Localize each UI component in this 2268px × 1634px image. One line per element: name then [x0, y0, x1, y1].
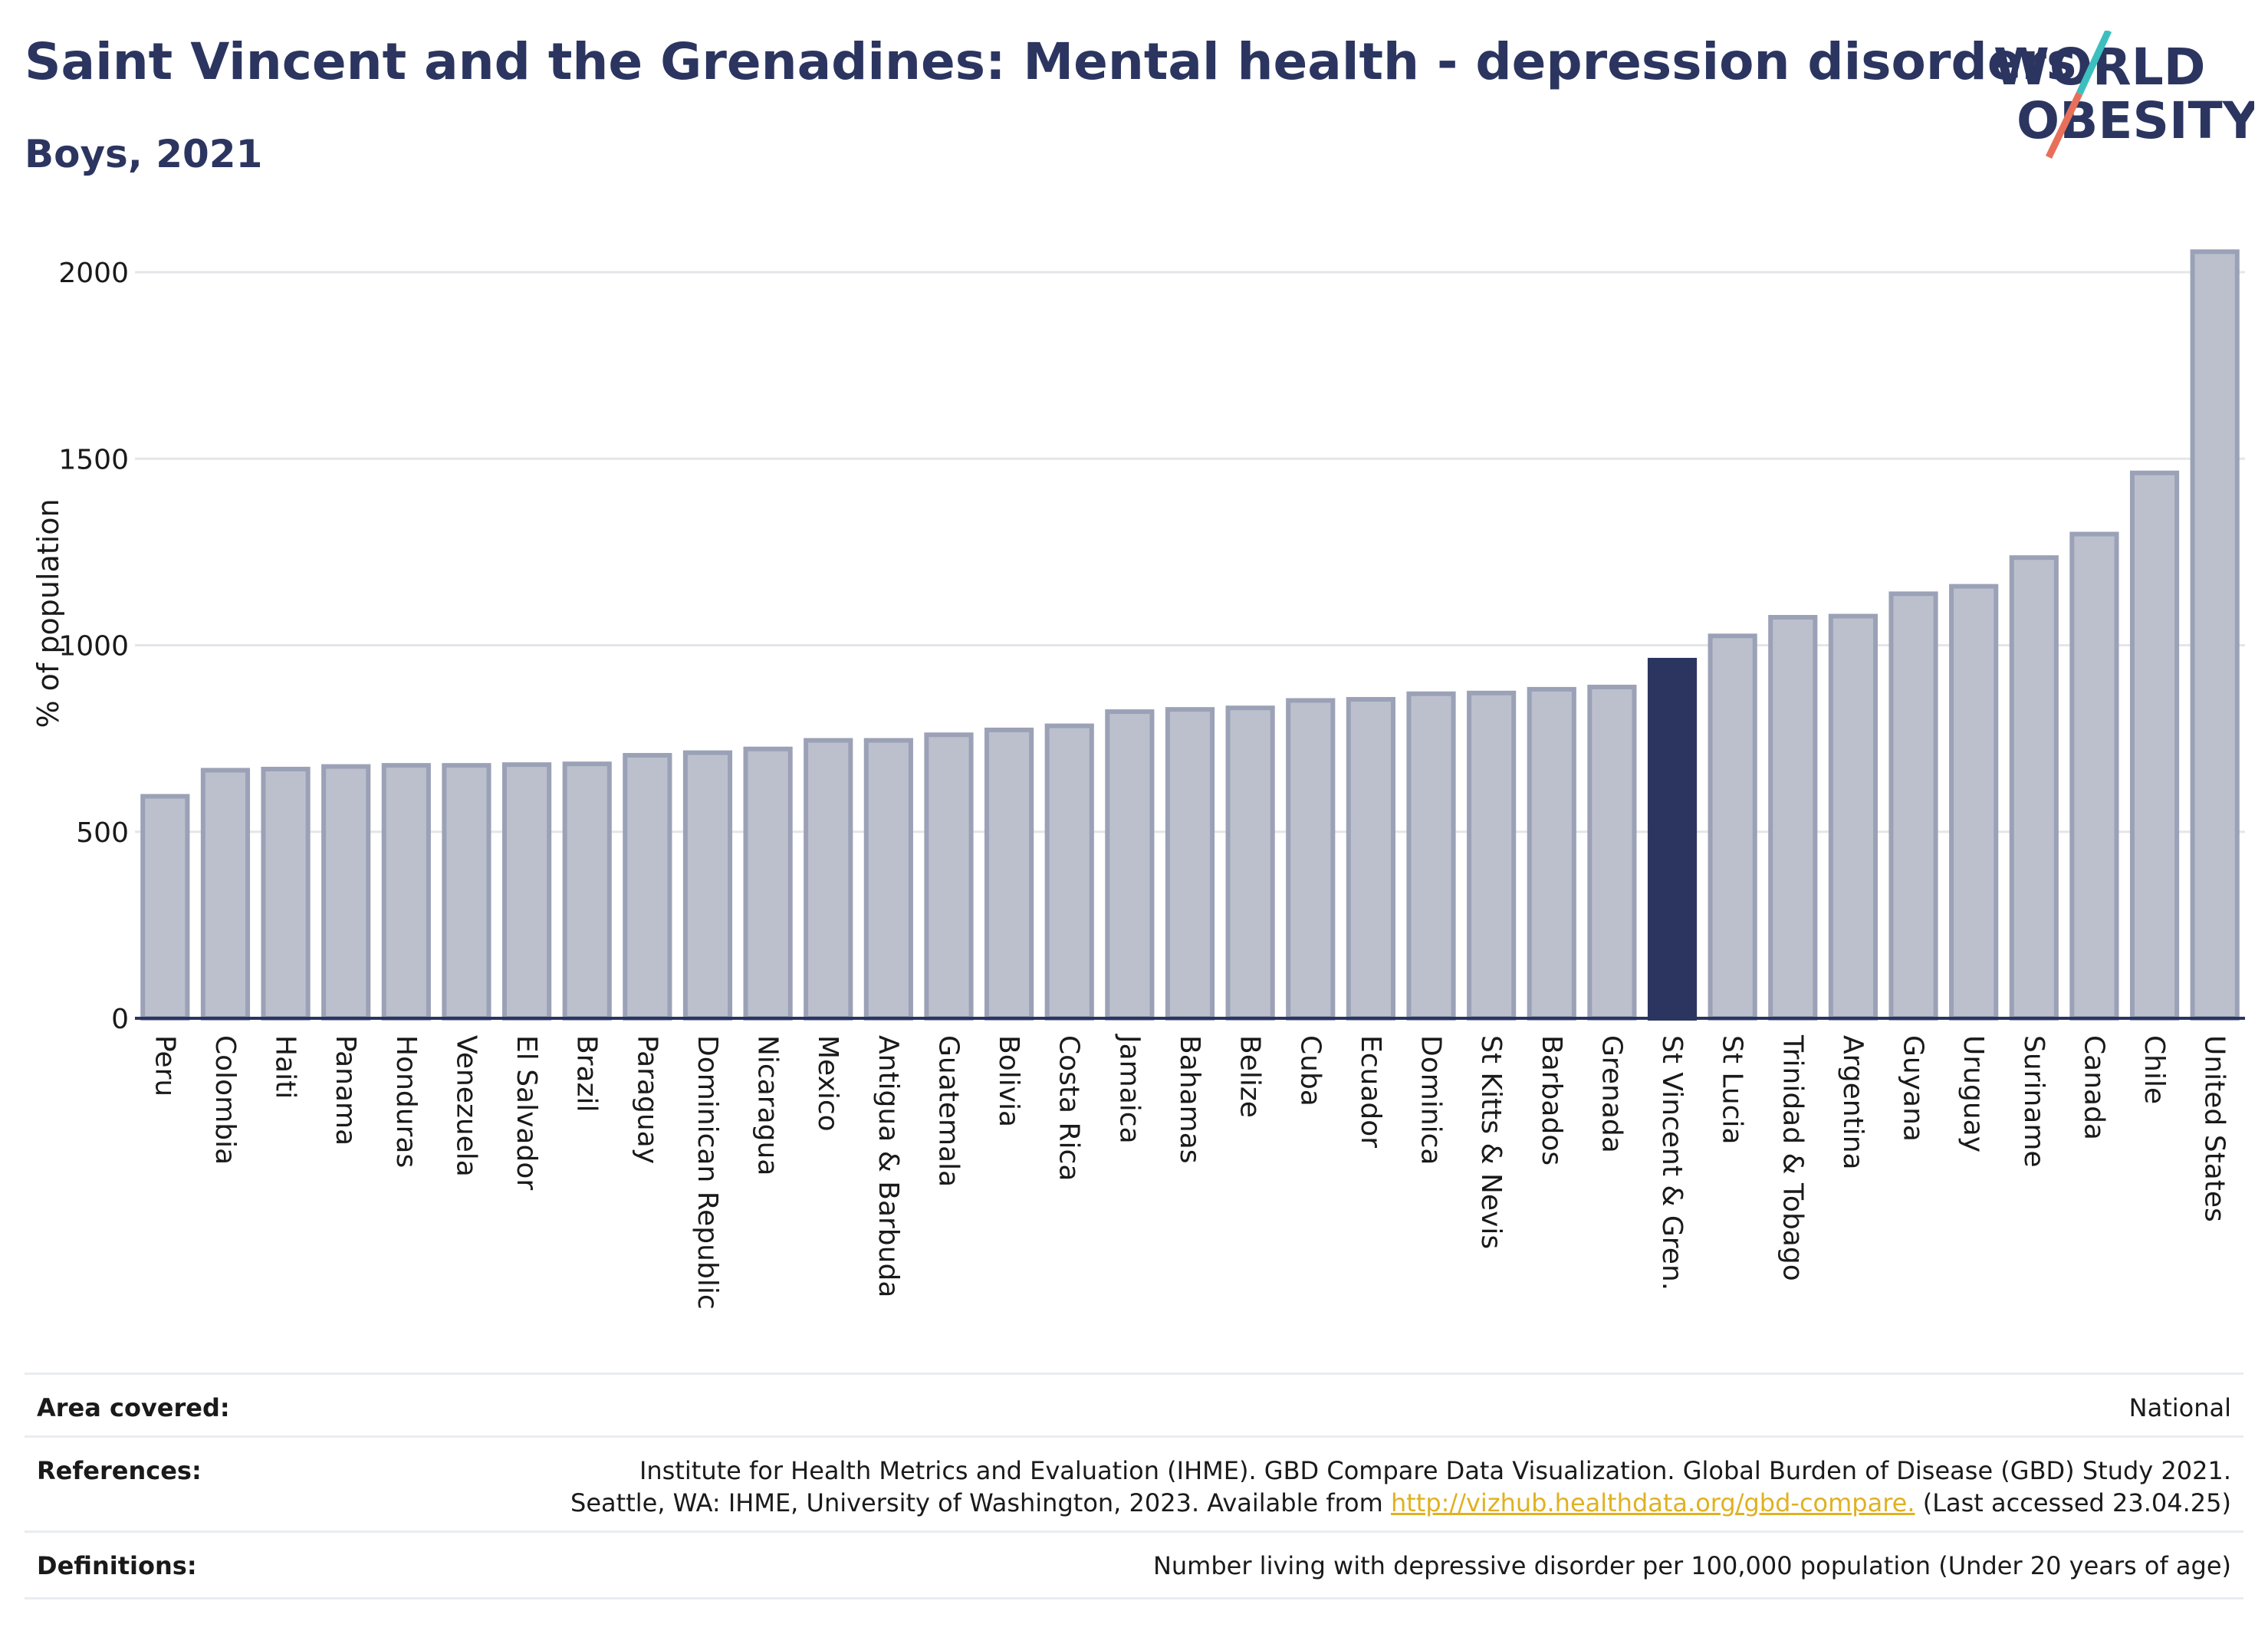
references-link[interactable]: http://vizhub.healthdata.org/gbd-compare…	[1390, 1488, 1915, 1517]
bar	[984, 727, 1034, 1021]
bar	[562, 761, 612, 1021]
x-tick-label: Uruguay	[1957, 1035, 1989, 1152]
bar	[1286, 698, 1336, 1021]
references-line2-post: (Last accessed 23.04.25)	[1915, 1488, 2231, 1517]
x-tick-label: Grenada	[1596, 1035, 1627, 1153]
bar-chart: 0 500 1000 1500 2000 Peru Colombia Haiti Panama…	[31, 249, 2245, 1310]
x-tick-label: Costa Rica	[1053, 1035, 1085, 1181]
chart-subtitle: Boys, 2021	[25, 132, 263, 176]
x-tick-label: Dominica	[1415, 1035, 1447, 1165]
bar	[261, 767, 311, 1021]
bar	[1587, 684, 1637, 1021]
y-tick-label: 1500	[58, 444, 129, 475]
bar	[863, 738, 913, 1021]
bar	[1467, 690, 1517, 1021]
bar	[321, 764, 371, 1021]
x-tick-label: Brazil	[571, 1035, 603, 1112]
x-tick-label: Honduras	[390, 1035, 422, 1168]
bar	[623, 753, 672, 1021]
bars	[140, 249, 2240, 1021]
bar	[682, 750, 733, 1021]
bar	[924, 732, 974, 1021]
x-tick-label: Belize	[1234, 1035, 1266, 1118]
logo-slash-coral	[2045, 92, 2083, 159]
chart-title: Saint Vincent and the Grenadines: Mental…	[25, 32, 2077, 91]
x-tick-label: Guatemala	[932, 1035, 964, 1187]
x-tick-label: Colombia	[209, 1035, 241, 1165]
bar	[2069, 531, 2119, 1021]
x-tick-label: Jamaica	[1113, 1034, 1145, 1144]
bar	[1828, 613, 1878, 1021]
bar	[442, 763, 491, 1021]
x-tick-label: St Kitts & Nevis	[1475, 1035, 1507, 1249]
y-tick-label: 1000	[58, 631, 129, 662]
bar-highlight	[1647, 657, 1698, 1021]
y-axis-label: % of population	[31, 498, 65, 728]
area-value: National	[2128, 1393, 2231, 1422]
x-tick-label: Suriname	[2018, 1035, 2049, 1168]
references-line1: Institute for Health Metrics and Evaluat…	[639, 1456, 2231, 1485]
x-tick-label: Peru	[149, 1035, 180, 1096]
footer-row-references: References: Institute for Health Metrics…	[25, 1435, 2243, 1533]
x-tick-label: Chile	[2138, 1035, 2170, 1104]
x-tick-label: Ecuador	[1355, 1035, 1386, 1148]
x-tick-label: El Salvador	[511, 1035, 542, 1190]
references-line2: Seattle, WA: IHME, University of Washing…	[570, 1488, 2231, 1517]
x-tick-label: Venezuela	[450, 1035, 482, 1177]
bar	[2129, 470, 2180, 1021]
bar	[1888, 591, 1938, 1021]
footer-row-area: Area covered: National	[25, 1373, 2243, 1438]
y-tick-label: 0	[111, 1004, 129, 1035]
references-label: References:	[37, 1456, 202, 1485]
y-tick-labels: 0 500 1000 1500 2000	[58, 258, 129, 1035]
x-tick-label: Bahamas	[1174, 1035, 1205, 1164]
footer-row-definitions: Definitions: Number living with depressi…	[25, 1530, 2243, 1599]
bar	[140, 794, 190, 1021]
x-tick-label: Canada	[2078, 1035, 2109, 1140]
bar	[743, 746, 793, 1021]
x-tick-label: Paraguay	[631, 1035, 662, 1164]
x-tick-label: St Lucia	[1717, 1035, 1748, 1145]
bar	[2009, 555, 2059, 1021]
x-tick-label: Haiti	[270, 1035, 301, 1099]
area-label: Area covered:	[37, 1393, 230, 1422]
x-tick-label: Cuba	[1294, 1035, 1326, 1106]
bar	[1225, 705, 1275, 1021]
bar	[1346, 697, 1395, 1021]
x-tick-label: Bolivia	[993, 1035, 1024, 1127]
x-tick-label: St Vincent & Gren.	[1656, 1035, 1688, 1290]
bar	[1406, 691, 1456, 1021]
bar	[501, 762, 552, 1021]
x-tick-label: Dominican Republic	[692, 1035, 723, 1310]
bar	[200, 768, 251, 1021]
references-line2-pre: Seattle, WA: IHME, University of Washing…	[570, 1488, 1391, 1517]
bar	[1105, 709, 1155, 1021]
bar	[1949, 584, 1999, 1021]
x-tick-label: United States	[2199, 1035, 2230, 1222]
x-tick-label: Guyana	[1898, 1035, 1929, 1142]
bar	[1044, 723, 1094, 1021]
bar	[1708, 633, 1757, 1021]
bar	[804, 738, 853, 1021]
definitions-label: Definitions:	[37, 1551, 197, 1580]
bar	[1768, 615, 1818, 1021]
x-tick-label: Mexico	[812, 1035, 843, 1132]
definitions-value: Number living with depressive disorder p…	[1152, 1551, 2231, 1580]
bar	[1527, 686, 1576, 1021]
bar	[2190, 249, 2240, 1021]
x-tick-label: Nicaragua	[752, 1035, 784, 1175]
x-tick-labels: Peru Colombia Haiti Panama Honduras Venezuela…	[149, 1034, 2230, 1310]
logo-slash-teal	[2076, 31, 2112, 95]
bar	[381, 763, 431, 1021]
x-tick-label: Trinidad & Tobago	[1777, 1034, 1808, 1281]
y-tick-label: 2000	[58, 258, 129, 289]
bar	[1165, 707, 1215, 1021]
x-tick-label: Barbados	[1536, 1035, 1567, 1165]
x-tick-label: Argentina	[1837, 1035, 1869, 1170]
world-obesity-logo: WORLD OBESITY	[1994, 31, 2254, 159]
x-tick-label: Panama	[330, 1035, 361, 1146]
x-tick-label: Antigua & Barbuda	[873, 1035, 904, 1297]
y-tick-label: 500	[76, 817, 129, 849]
